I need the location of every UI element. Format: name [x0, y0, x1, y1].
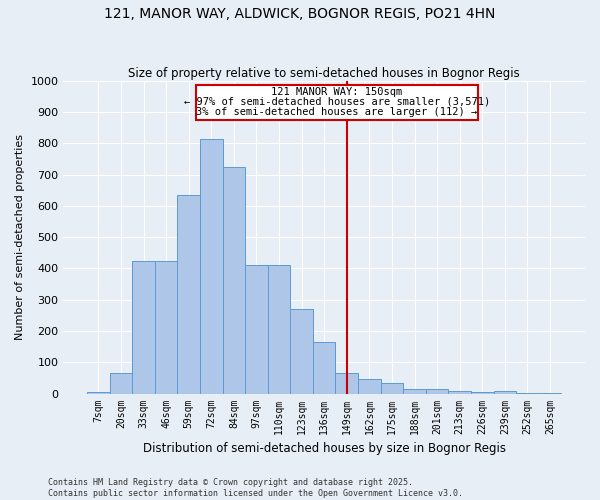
Bar: [268, 266, 290, 394]
Bar: [335, 373, 358, 394]
Bar: [494, 391, 516, 394]
Bar: [223, 166, 245, 394]
Bar: [200, 138, 223, 394]
Bar: [245, 266, 268, 394]
Text: ← 97% of semi-detached houses are smaller (3,571): ← 97% of semi-detached houses are smalle…: [184, 97, 490, 107]
Bar: [516, 393, 539, 394]
Bar: [358, 380, 380, 394]
Bar: [155, 260, 178, 394]
Bar: [426, 389, 448, 394]
Y-axis label: Number of semi-detached properties: Number of semi-detached properties: [15, 134, 25, 340]
Bar: [539, 393, 561, 394]
X-axis label: Distribution of semi-detached houses by size in Bognor Regis: Distribution of semi-detached houses by …: [143, 442, 506, 455]
Bar: [87, 392, 110, 394]
Text: Contains HM Land Registry data © Crown copyright and database right 2025.
Contai: Contains HM Land Registry data © Crown c…: [48, 478, 463, 498]
Bar: [178, 195, 200, 394]
Text: 121 MANOR WAY: 150sqm: 121 MANOR WAY: 150sqm: [271, 87, 402, 97]
Bar: [110, 373, 132, 394]
Bar: [313, 342, 335, 394]
Text: 3% of semi-detached houses are larger (112) →: 3% of semi-detached houses are larger (1…: [196, 107, 477, 117]
FancyBboxPatch shape: [196, 86, 478, 120]
Bar: [471, 392, 494, 394]
Bar: [380, 382, 403, 394]
Bar: [448, 391, 471, 394]
Bar: [403, 389, 426, 394]
Bar: [132, 260, 155, 394]
Title: Size of property relative to semi-detached houses in Bognor Regis: Size of property relative to semi-detach…: [128, 66, 520, 80]
Bar: [290, 309, 313, 394]
Text: 121, MANOR WAY, ALDWICK, BOGNOR REGIS, PO21 4HN: 121, MANOR WAY, ALDWICK, BOGNOR REGIS, P…: [104, 8, 496, 22]
